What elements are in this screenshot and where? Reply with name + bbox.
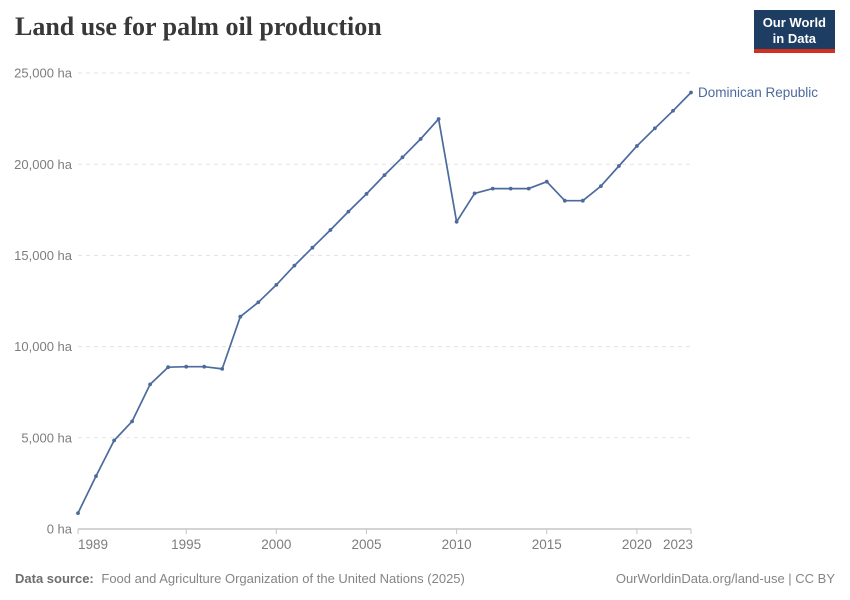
y-tick-label: 0 ha <box>47 522 73 537</box>
data-point <box>454 219 459 224</box>
y-tick-label: 25,000 ha <box>14 66 73 81</box>
data-point <box>490 186 495 191</box>
data-point <box>346 209 351 214</box>
y-tick-label: 10,000 ha <box>14 339 73 354</box>
x-tick-label: 2010 <box>442 537 472 552</box>
attribution-link[interactable]: OurWorldinData.org/land-use | CC BY <box>615 571 835 586</box>
data-point <box>635 144 639 148</box>
series-end-label: Dominican Republic <box>698 85 818 100</box>
data-point <box>599 184 603 189</box>
x-tick-label: 1995 <box>171 537 201 552</box>
data-point <box>130 419 135 424</box>
data-point <box>689 90 693 95</box>
data-point <box>220 367 225 371</box>
data-point <box>617 164 621 168</box>
data-source-label: Data source: <box>15 571 94 586</box>
data-point <box>76 511 80 515</box>
x-tick-label: 2020 <box>622 537 652 552</box>
data-point <box>382 173 387 178</box>
data-point <box>653 126 657 131</box>
data-point <box>274 283 279 287</box>
data-point <box>112 438 116 443</box>
data-point <box>436 117 441 121</box>
chart-footer: Data source: Food and Agriculture Organi… <box>15 571 835 586</box>
data-point <box>671 108 675 113</box>
x-tick-label: 2000 <box>261 537 291 552</box>
data-point <box>94 474 98 478</box>
y-tick-label: 20,000 ha <box>14 157 73 172</box>
owid-logo: Our World in Data <box>753 10 835 53</box>
data-point <box>148 382 153 387</box>
owid-logo-line2: in Data <box>772 30 817 46</box>
data-point <box>328 228 333 232</box>
data-point <box>238 314 243 319</box>
x-tick-label: 1989 <box>78 537 108 552</box>
data-point <box>400 155 405 160</box>
data-point <box>364 192 369 196</box>
y-tick-label: 15,000 ha <box>14 248 73 263</box>
data-point <box>184 364 189 369</box>
data-point <box>508 186 513 191</box>
data-point <box>202 364 207 369</box>
data-source: Data source: Food and Agriculture Organi… <box>15 571 465 586</box>
data-source-text: Food and Agriculture Organization of the… <box>101 571 465 586</box>
data-point <box>292 263 297 268</box>
x-tick-label: 2005 <box>351 537 381 552</box>
data-point <box>166 365 171 370</box>
data-point <box>562 198 567 203</box>
data-point <box>580 198 585 203</box>
x-tick-label: 2023 <box>663 537 693 552</box>
owid-logo-line1: Our World <box>762 15 826 30</box>
data-point <box>526 186 531 191</box>
data-point <box>418 137 423 141</box>
data-point <box>256 300 261 305</box>
x-tick-label: 2015 <box>532 537 562 552</box>
data-point <box>544 179 549 184</box>
page-title: Land use for palm oil production <box>15 12 382 41</box>
series-line <box>77 91 692 514</box>
data-point <box>310 245 315 250</box>
data-point <box>472 191 477 196</box>
y-tick-label: 5,000 ha <box>21 430 72 445</box>
